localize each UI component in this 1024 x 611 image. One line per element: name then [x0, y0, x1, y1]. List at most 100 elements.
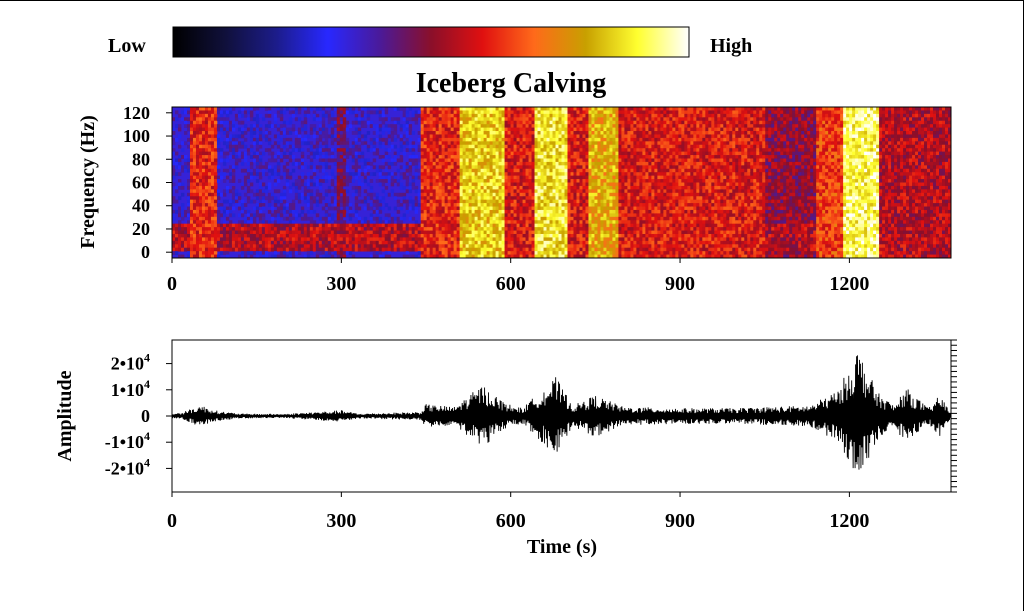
spectrogram-cell	[498, 216, 502, 221]
spectrogram-cell	[480, 213, 484, 218]
spectrogram-cell	[258, 203, 263, 207]
spectrogram-cell	[519, 141, 523, 146]
spectrogram-cell	[172, 161, 176, 166]
spectrogram-cell	[492, 216, 496, 221]
spectrogram-cell	[282, 189, 287, 194]
spectrogram-cell	[447, 179, 452, 183]
spectrogram-cell	[573, 220, 577, 225]
spectrogram-cell	[585, 134, 589, 139]
spectrogram-cell	[405, 182, 410, 187]
spectrogram-cell	[564, 237, 568, 242]
spectrogram-cell	[543, 120, 547, 125]
spectrogram-cell	[228, 233, 233, 238]
spectrogram-cell	[252, 240, 257, 245]
spectrogram-cell	[537, 182, 541, 187]
spectrogram-cell	[570, 107, 574, 111]
spectrogram-cell	[570, 216, 574, 221]
spectrogram-cell	[366, 165, 371, 170]
spectrogram-cell	[201, 127, 206, 132]
spectrogram-cell	[324, 110, 329, 115]
spectrogram-cell	[531, 185, 535, 190]
spectrogram-cell	[570, 175, 574, 180]
spectrogram-cell	[354, 185, 359, 190]
spectrogram-cell	[516, 227, 520, 231]
spectrogram-cell	[444, 179, 449, 183]
spectrogram-cell	[573, 120, 577, 125]
spectrogram-cell	[507, 141, 511, 146]
spectrogram-cell	[399, 124, 404, 128]
spectrogram-cell	[351, 155, 356, 159]
spectrogram-cell	[264, 107, 269, 111]
spectrogram-cell	[408, 185, 413, 190]
spectrogram-cell	[528, 158, 532, 163]
spectrogram-cell	[489, 134, 493, 139]
spectrogram-cell	[546, 144, 550, 149]
spectrogram-cell	[549, 251, 553, 255]
spectrogram-cell	[240, 233, 245, 238]
spectrogram-cell	[465, 227, 470, 231]
spectrogram-cell	[318, 185, 323, 190]
spectrogram-cell	[172, 223, 176, 228]
spectrogram-cell	[261, 251, 266, 255]
spectrogram-cell	[207, 144, 212, 149]
spectrogram-cell	[387, 247, 392, 252]
spectrogram-cell	[576, 216, 580, 221]
spectrogram-cell	[255, 240, 260, 245]
spectrogram-cell	[294, 209, 299, 214]
spectrogram-cell	[246, 213, 251, 218]
spectrogram-cell	[192, 247, 197, 252]
spectrogram-cell	[558, 158, 562, 163]
spectrogram-cell	[423, 247, 428, 252]
spectrogram-cell	[270, 223, 275, 228]
spectrogram-cell	[579, 251, 583, 255]
spectrogram-cell	[441, 254, 446, 258]
spectrogram-cell	[507, 199, 511, 204]
spectrogram-cell	[447, 209, 452, 214]
spectrogram-cell	[345, 196, 350, 201]
spectrogram-cell	[321, 237, 326, 242]
spectrogram-cell	[417, 110, 422, 115]
spectrogram-cell	[510, 179, 514, 183]
spectrogram-cell	[564, 107, 568, 111]
spectrogram-cell	[441, 251, 446, 255]
spectrogram-cell	[582, 151, 586, 156]
spectrogram-cell	[297, 131, 302, 135]
spectrogram-cell	[516, 206, 520, 211]
spectrogram-cell	[390, 189, 395, 194]
spectrogram-cell	[510, 223, 514, 228]
spectrogram-cell	[561, 199, 565, 204]
spectrogram-cell	[546, 107, 550, 111]
spectrogram-cell	[258, 134, 263, 139]
spectrogram-cell	[429, 158, 434, 163]
spectrogram-cell	[498, 254, 502, 258]
spectrogram-cell	[432, 185, 437, 190]
spectrogram-cell	[555, 223, 559, 228]
spectrogram-cell	[303, 124, 308, 128]
spectrogram-cell	[324, 223, 329, 228]
spectrogram-cell	[576, 113, 580, 118]
spectrogram-cell	[258, 244, 263, 249]
spectrogram-cell	[582, 113, 586, 118]
spectrogram-cell	[210, 144, 215, 149]
spectrogram-cell	[186, 213, 191, 218]
spectrogram-cell	[172, 168, 176, 173]
spectrogram-cell	[249, 244, 254, 249]
spectrogram-cell	[495, 237, 499, 242]
spectrogram-cell	[564, 168, 568, 173]
spectrogram-cell	[175, 251, 179, 255]
spectrogram-cell	[522, 203, 526, 207]
spectrogram-cell	[453, 110, 458, 115]
spectrogram-cell	[426, 223, 431, 228]
spectrogram-cell	[510, 192, 514, 197]
spectrogram-cell	[360, 107, 365, 111]
spectrogram-cell	[351, 144, 356, 149]
spectrogram-cell	[441, 110, 446, 115]
spectrogram-cell	[345, 230, 350, 235]
spectrogram-cell	[258, 165, 263, 170]
spectrogram-cell	[273, 244, 278, 249]
spectrogram-cell	[183, 165, 188, 170]
spectrogram-cell	[549, 213, 553, 218]
spectrogram-cell	[501, 179, 505, 183]
spectrogram-cell	[552, 155, 556, 159]
spectrogram-cell	[372, 254, 377, 258]
